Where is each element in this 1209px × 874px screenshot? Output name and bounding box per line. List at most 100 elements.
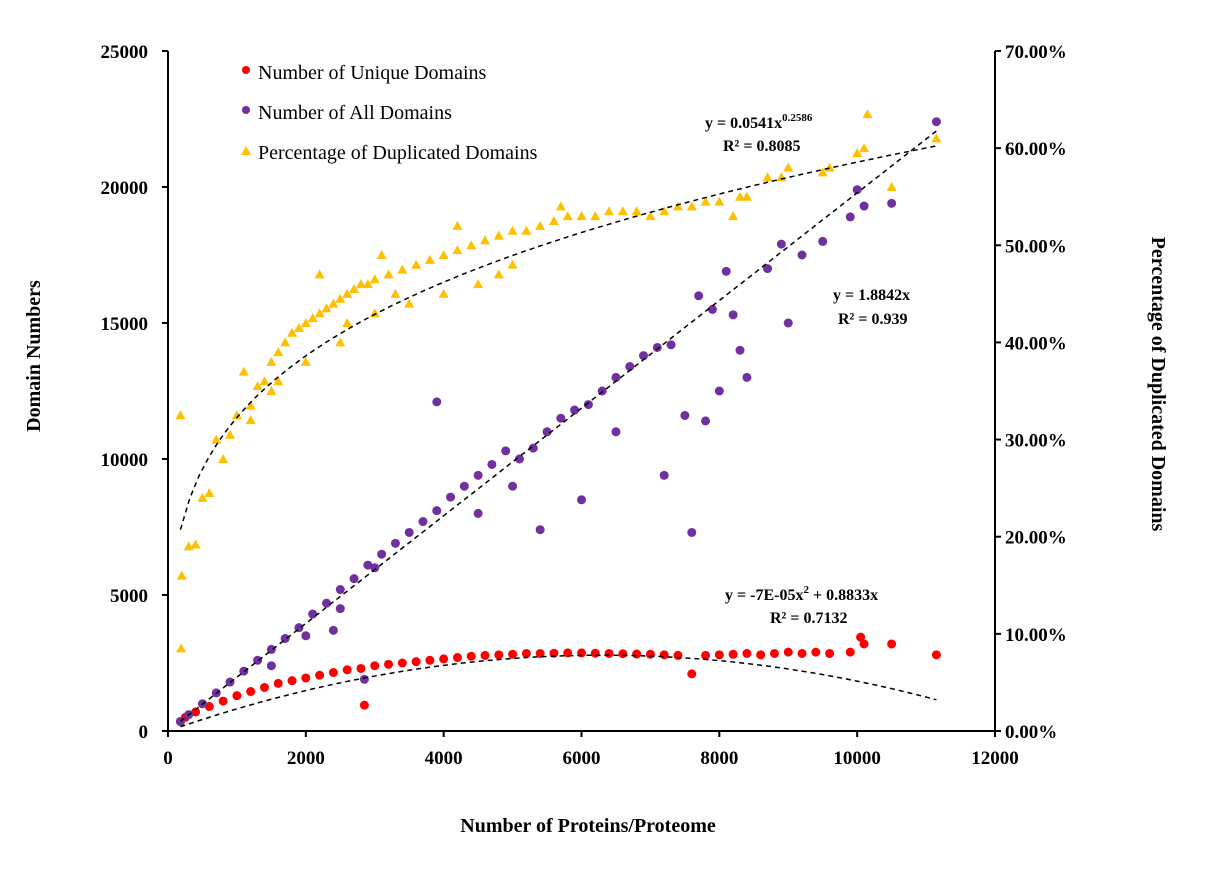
y2-tick-label: 70.00% <box>1005 42 1067 63</box>
data-point <box>887 639 897 649</box>
data-point <box>687 527 697 537</box>
data-point <box>308 609 318 619</box>
data-point <box>287 676 297 686</box>
data-point <box>231 410 242 420</box>
data-point <box>322 598 332 608</box>
legend-marker-duplicated <box>241 146 251 155</box>
data-point <box>659 470 669 480</box>
data-point <box>535 220 546 230</box>
data-point <box>783 162 794 172</box>
data-point <box>273 376 284 386</box>
data-point <box>862 109 873 119</box>
data-point <box>369 274 380 284</box>
data-point <box>335 604 345 614</box>
data-point <box>549 648 559 658</box>
data-point <box>735 345 745 355</box>
data-point <box>438 288 449 298</box>
series-all-domains <box>175 117 941 726</box>
legend-label-unique: Number of Unique Domains <box>258 62 487 84</box>
data-point <box>700 196 711 206</box>
data-point <box>390 288 401 298</box>
data-point <box>762 172 773 182</box>
data-point <box>370 563 380 573</box>
data-point <box>328 625 338 635</box>
data-point <box>300 318 311 327</box>
data-point <box>397 658 407 668</box>
data-point <box>315 670 325 680</box>
data-point <box>632 649 642 659</box>
data-point <box>452 245 463 255</box>
data-point <box>390 538 400 548</box>
data-point <box>659 650 669 660</box>
y2-tick-label: 0.00% <box>1005 722 1057 743</box>
data-point <box>659 206 670 216</box>
data-point <box>825 648 835 658</box>
data-point <box>508 649 518 659</box>
y2-axis-title: Percentage of Duplicated Domains <box>1147 237 1169 532</box>
data-point <box>714 650 724 660</box>
data-point <box>783 647 793 657</box>
y-axis-title: Domain Numbers <box>23 280 45 432</box>
x-axis-title: Number of Proteins/Proteome <box>460 815 716 837</box>
data-point <box>859 201 869 211</box>
data-point <box>631 206 642 216</box>
data-point <box>266 386 277 395</box>
data-point <box>211 434 222 444</box>
equation-poly-exp: 2 <box>803 584 809 596</box>
series-duplicated-percentage <box>175 109 942 653</box>
data-point <box>514 454 524 464</box>
data-point <box>197 492 208 502</box>
data-point <box>818 236 828 246</box>
data-point <box>314 269 325 279</box>
data-point <box>687 669 697 679</box>
y2-tick-label: 20.00% <box>1005 528 1067 549</box>
data-point <box>349 284 360 293</box>
y-tick-label: 10000 <box>101 450 149 471</box>
data-point <box>886 182 897 191</box>
x-tick-label: 6000 <box>563 748 601 769</box>
data-point <box>480 650 490 660</box>
data-point <box>521 648 531 658</box>
data-point <box>335 293 346 303</box>
data-point <box>728 211 739 221</box>
data-point <box>432 506 442 516</box>
x-tick-label: 10000 <box>833 748 881 769</box>
data-point <box>246 687 256 697</box>
data-point <box>507 259 518 269</box>
data-point <box>611 427 621 437</box>
data-point <box>176 570 187 580</box>
data-point <box>555 201 566 211</box>
data-point <box>604 206 615 216</box>
y2-tick-label: 50.00% <box>1005 236 1067 257</box>
legend-marker-unique <box>242 66 250 74</box>
legend-label-all: Number of All Domains <box>258 102 452 124</box>
data-point <box>425 655 435 665</box>
data-point <box>480 235 491 245</box>
data-point <box>473 508 483 518</box>
equation-poly: y = -7E-05x2 + 0.8833x R² = 0.7132 <box>725 584 878 627</box>
legend-marker-all <box>242 106 250 114</box>
data-point <box>342 288 353 298</box>
data-point <box>376 250 387 259</box>
data-point <box>487 459 497 469</box>
data-point <box>411 657 421 667</box>
data-point <box>438 250 449 259</box>
y-tick-label: 0 <box>139 722 149 743</box>
data-point <box>266 356 277 366</box>
data-point <box>452 653 462 663</box>
data-point <box>859 639 869 649</box>
equation-linear-main: y = 1.8842x <box>833 287 910 304</box>
data-point <box>817 167 828 177</box>
data-point <box>232 691 242 701</box>
data-point <box>931 133 942 143</box>
data-point <box>887 198 897 208</box>
equation-power-r2: R² = 0.8085 <box>723 138 800 155</box>
data-point <box>253 655 263 665</box>
data-point <box>652 342 662 352</box>
data-point <box>824 162 835 172</box>
data-point <box>611 372 621 382</box>
data-point <box>342 318 353 327</box>
data-point <box>508 481 518 491</box>
data-point <box>852 185 862 195</box>
trendline-poly <box>180 654 937 728</box>
